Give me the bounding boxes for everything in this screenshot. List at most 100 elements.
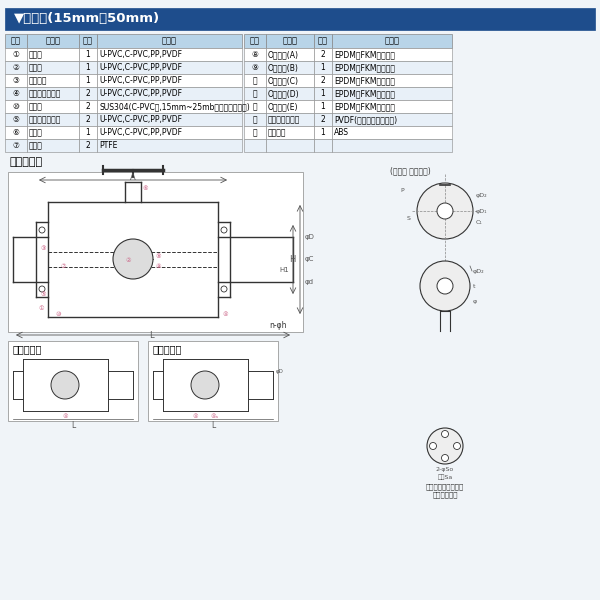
Text: ③: ③: [40, 247, 46, 251]
Text: 個数: 個数: [318, 37, 328, 46]
Text: Oリング(A): Oリング(A): [268, 50, 299, 59]
Text: φD: φD: [276, 368, 284, 373]
Text: φD: φD: [305, 234, 315, 240]
Bar: [5, 87, 27, 100]
Bar: [314, 100, 332, 113]
Text: φD₂: φD₂: [473, 269, 485, 274]
Text: ⑮: ⑮: [253, 115, 257, 124]
Text: ⑩: ⑩: [13, 102, 19, 111]
Bar: [97, 48, 242, 61]
Text: ⑦: ⑦: [60, 263, 66, 269]
Text: EPDM、FKM、その他: EPDM、FKM、その他: [334, 63, 395, 72]
Text: 1: 1: [320, 89, 325, 98]
Bar: [97, 61, 242, 74]
Text: ボディ: ボディ: [29, 50, 43, 59]
Text: ③: ③: [13, 76, 19, 85]
Text: Oリング(D): Oリング(D): [268, 89, 299, 98]
Bar: [332, 126, 452, 139]
Bar: [97, 126, 242, 139]
Text: リング: リング: [29, 102, 43, 111]
Bar: [314, 113, 332, 126]
Text: 部番: 部番: [11, 37, 21, 46]
Bar: [97, 113, 242, 126]
Text: ⑪: ⑪: [253, 89, 257, 98]
Bar: [97, 34, 242, 48]
Text: ⑤: ⑤: [13, 115, 19, 124]
Circle shape: [221, 227, 227, 233]
Bar: [244, 87, 266, 100]
Bar: [314, 139, 332, 152]
Text: ④: ④: [13, 89, 19, 98]
Circle shape: [51, 371, 79, 399]
Text: 材　質: 材 質: [162, 37, 177, 46]
Text: ②: ②: [13, 63, 19, 72]
Bar: [148, 341, 278, 421]
Text: ▼部品表(15mm～50mm): ▼部品表(15mm～50mm): [14, 13, 160, 25]
Text: ④: ④: [62, 413, 68, 419]
Bar: [266, 34, 314, 48]
Text: 1: 1: [86, 50, 91, 59]
Circle shape: [437, 278, 453, 294]
Text: S: S: [407, 217, 411, 221]
Bar: [5, 61, 27, 74]
Circle shape: [442, 455, 449, 461]
Circle shape: [221, 286, 227, 292]
Bar: [79, 139, 97, 152]
Text: 1: 1: [86, 63, 91, 72]
Text: U-PVC,C-PVC,PP,PVDF: U-PVC,C-PVC,PP,PVDF: [99, 76, 182, 85]
Text: Oリング(B): Oリング(B): [268, 63, 299, 72]
Text: φd: φd: [305, 279, 314, 285]
Text: Oリング(E): Oリング(E): [268, 102, 299, 111]
Text: 深さSa: 深さSa: [437, 474, 452, 480]
Circle shape: [430, 443, 437, 449]
Text: 材　質: 材 質: [385, 37, 400, 46]
Text: 2: 2: [86, 141, 91, 150]
Bar: [79, 48, 97, 61]
Text: ユニオン: ユニオン: [29, 76, 47, 85]
Text: ⑨: ⑨: [155, 263, 161, 269]
Bar: [27, 139, 79, 152]
Text: t: t: [473, 283, 476, 289]
Text: L: L: [71, 421, 75, 430]
Bar: [5, 8, 595, 30]
Text: φ: φ: [473, 298, 477, 304]
Text: 2: 2: [320, 76, 325, 85]
Bar: [27, 87, 79, 100]
Text: キャップナット: キャップナット: [29, 115, 61, 124]
Bar: [5, 48, 27, 61]
Bar: [5, 113, 27, 126]
Text: PVDF(フランジ形に使用): PVDF(フランジ形に使用): [334, 115, 397, 124]
Text: ボディキャップ: ボディキャップ: [29, 89, 61, 98]
Text: ねじ込み形: ねじ込み形: [153, 344, 182, 354]
Bar: [5, 34, 27, 48]
Bar: [97, 74, 242, 87]
Bar: [27, 126, 79, 139]
Bar: [332, 34, 452, 48]
Text: 2: 2: [86, 115, 91, 124]
Text: L: L: [149, 331, 154, 340]
Text: ⑩: ⑩: [55, 311, 61, 317]
Text: ⑥: ⑥: [13, 128, 19, 137]
Text: ④: ④: [192, 413, 198, 419]
Bar: [332, 87, 452, 100]
Bar: [27, 113, 79, 126]
Bar: [244, 48, 266, 61]
Bar: [97, 87, 242, 100]
Text: 2-φSo: 2-φSo: [436, 467, 454, 472]
Bar: [244, 126, 266, 139]
Text: SUS304(C-PVC製,15mm~25mbじ込み形に使用): SUS304(C-PVC製,15mm~25mbじ込み形に使用): [99, 102, 250, 111]
Bar: [266, 126, 314, 139]
Bar: [314, 48, 332, 61]
Text: U-PVC,C-PVC,PP,PVDF: U-PVC,C-PVC,PP,PVDF: [99, 63, 182, 72]
Bar: [266, 48, 314, 61]
Text: 1: 1: [86, 128, 91, 137]
Text: L: L: [211, 421, 215, 430]
Text: ⑫: ⑫: [253, 76, 257, 85]
Circle shape: [427, 428, 463, 464]
Text: EPDM、FKM、その他: EPDM、FKM、その他: [334, 76, 395, 85]
Text: C₁: C₁: [476, 220, 483, 226]
Text: PTFE: PTFE: [99, 141, 118, 150]
Bar: [266, 139, 314, 152]
Bar: [266, 74, 314, 87]
Text: ①: ①: [38, 307, 44, 311]
